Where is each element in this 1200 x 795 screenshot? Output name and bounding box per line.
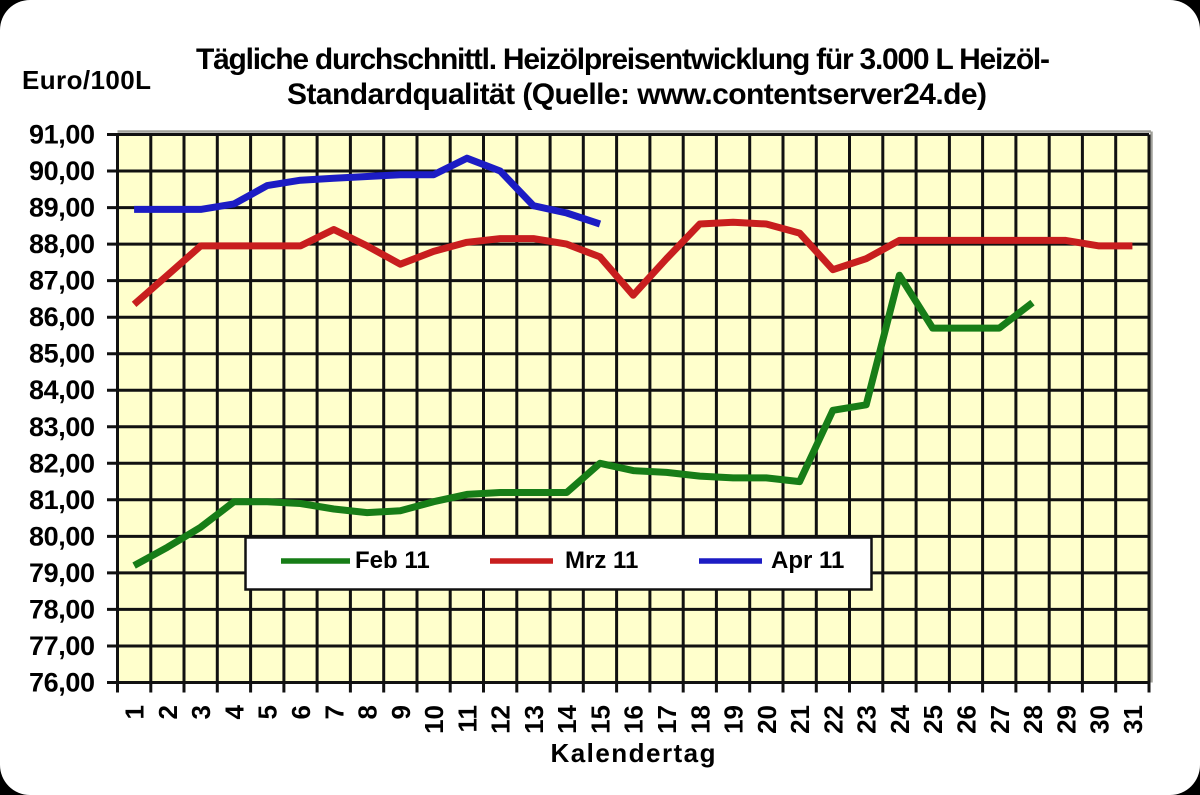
svg-text:4: 4 <box>220 704 250 719</box>
svg-text:5: 5 <box>253 705 283 719</box>
svg-text:26: 26 <box>952 705 982 734</box>
svg-text:Kalendertag: Kalendertag <box>551 738 716 768</box>
svg-text:85,00: 85,00 <box>29 339 95 369</box>
svg-text:76,00: 76,00 <box>29 668 95 698</box>
svg-text:8: 8 <box>353 705 383 719</box>
svg-text:79,00: 79,00 <box>29 558 95 588</box>
svg-text:17: 17 <box>652 705 682 734</box>
svg-text:21: 21 <box>785 705 815 734</box>
svg-text:20: 20 <box>752 705 782 734</box>
svg-text:90,00: 90,00 <box>29 156 95 186</box>
svg-text:27: 27 <box>985 705 1015 734</box>
svg-text:9: 9 <box>386 705 416 719</box>
svg-text:25: 25 <box>918 705 948 734</box>
svg-text:89,00: 89,00 <box>29 193 95 223</box>
svg-text:2: 2 <box>153 705 183 719</box>
svg-text:15: 15 <box>586 705 616 734</box>
svg-text:30: 30 <box>1085 705 1115 734</box>
svg-text:19: 19 <box>719 705 749 734</box>
svg-text:11: 11 <box>452 705 482 733</box>
svg-text:Mrz 11: Mrz 11 <box>565 547 638 574</box>
svg-text:1: 1 <box>120 705 150 719</box>
svg-text:87,00: 87,00 <box>29 266 95 296</box>
svg-text:7: 7 <box>319 705 349 719</box>
svg-text:16: 16 <box>619 705 649 734</box>
svg-text:Euro/100L: Euro/100L <box>22 65 151 95</box>
svg-text:Standardqualität (Quelle: www.: Standardqualität (Quelle: www.contentser… <box>287 78 987 111</box>
svg-text:6: 6 <box>286 705 316 719</box>
svg-text:83,00: 83,00 <box>29 412 95 442</box>
svg-text:13: 13 <box>519 705 549 734</box>
svg-text:78,00: 78,00 <box>29 594 95 624</box>
svg-text:23: 23 <box>852 705 882 734</box>
svg-text:86,00: 86,00 <box>29 302 95 332</box>
svg-text:12: 12 <box>486 705 516 734</box>
svg-text:22: 22 <box>818 705 848 734</box>
svg-text:Feb 11: Feb 11 <box>355 547 430 574</box>
svg-text:29: 29 <box>1051 705 1081 734</box>
svg-text:77,00: 77,00 <box>29 631 95 661</box>
svg-text:Apr 11: Apr 11 <box>771 547 844 574</box>
svg-text:82,00: 82,00 <box>29 448 95 478</box>
svg-text:80,00: 80,00 <box>29 521 95 551</box>
svg-text:31: 31 <box>1118 705 1148 734</box>
svg-text:10: 10 <box>419 705 449 734</box>
svg-text:14: 14 <box>552 704 582 733</box>
svg-text:84,00: 84,00 <box>29 375 95 405</box>
svg-text:24: 24 <box>885 704 915 733</box>
svg-text:Tägliche durchschnittl. Heizöl: Tägliche durchschnittl. Heizölpreisentwi… <box>196 43 1050 76</box>
svg-text:81,00: 81,00 <box>29 485 95 515</box>
svg-text:3: 3 <box>186 705 216 719</box>
svg-text:18: 18 <box>685 705 715 734</box>
svg-text:28: 28 <box>1018 705 1048 734</box>
svg-text:91,00: 91,00 <box>29 120 95 150</box>
svg-text:88,00: 88,00 <box>29 229 95 259</box>
